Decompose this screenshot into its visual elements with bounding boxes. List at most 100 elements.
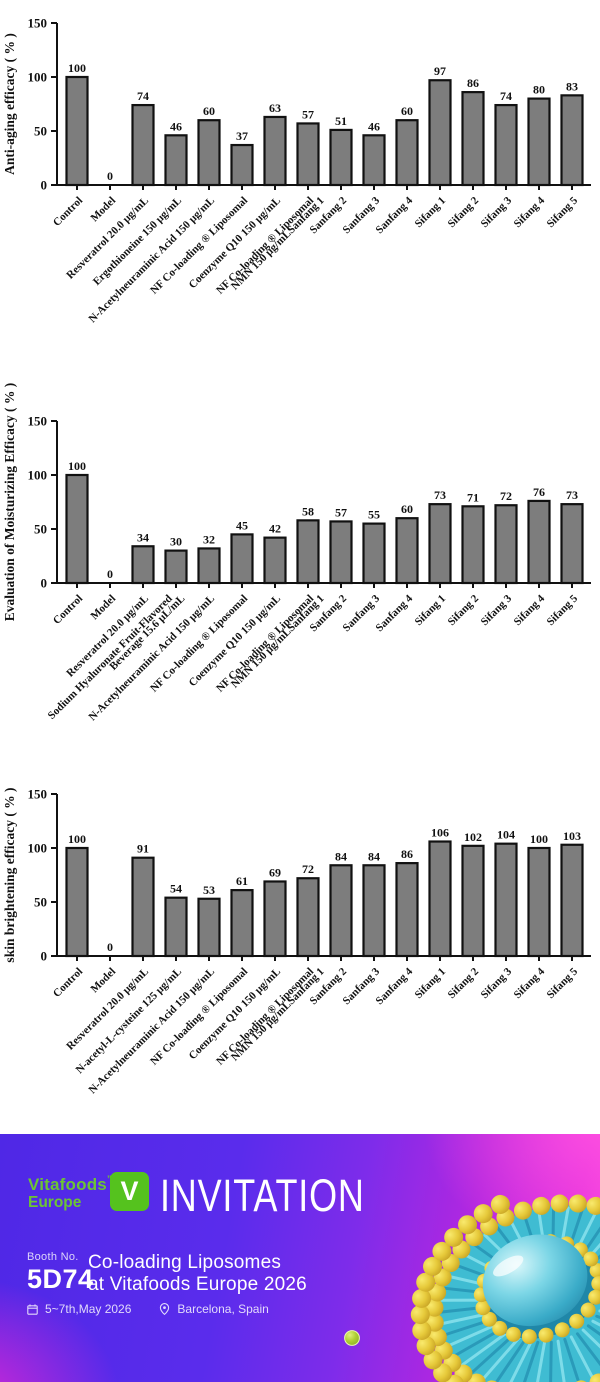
x-tick-label: Control bbox=[51, 966, 85, 1000]
bar-value-label: 37 bbox=[236, 129, 248, 143]
bar bbox=[329, 128, 353, 187]
x-tick-label: Sifang 4 bbox=[512, 965, 548, 1001]
anti-aging-efficacy-chart: 0 50 100 150 Anti-aging efficacy ( % ) 100 0 74… bbox=[2, 16, 591, 325]
bar bbox=[527, 846, 551, 958]
bar-value-label: 86 bbox=[401, 847, 413, 861]
bar-value-label: 46 bbox=[368, 119, 380, 133]
bar-value-label: 42 bbox=[269, 522, 281, 536]
bar-value-label: 0 bbox=[107, 567, 113, 581]
bar bbox=[296, 122, 320, 187]
x-tick-label: Sifang 5 bbox=[545, 194, 581, 230]
x-tick-label: Sifang 1 bbox=[413, 593, 449, 629]
bar bbox=[131, 856, 155, 958]
bar bbox=[197, 897, 221, 958]
bar-value-label: 91 bbox=[137, 842, 149, 856]
vitafoods-europe-logo: Vitafoods” Europe bbox=[28, 1174, 111, 1211]
y-tick-label: 0 bbox=[41, 576, 48, 591]
y-axis-title: Anti-aging efficacy ( % ) bbox=[2, 33, 17, 175]
bar bbox=[230, 143, 254, 187]
y-tick-label: 50 bbox=[34, 522, 47, 537]
bar bbox=[395, 119, 419, 187]
bar-value-label: 80 bbox=[533, 83, 545, 97]
y-tick-label: 0 bbox=[41, 178, 48, 193]
event-location: Barcelona, Spain bbox=[177, 1302, 269, 1316]
bar-value-label: 61 bbox=[236, 874, 248, 888]
bar bbox=[131, 103, 155, 187]
bar bbox=[461, 505, 485, 585]
bar bbox=[131, 545, 155, 585]
bar-value-label: 60 bbox=[401, 502, 413, 516]
moisturizing-efficacy-chart: 0 50 100 150 Evaluation of Moisturizing Effi… bbox=[2, 383, 591, 723]
bar bbox=[494, 103, 518, 187]
bar-value-label: 63 bbox=[269, 101, 281, 115]
bar-value-label: 100 bbox=[68, 61, 86, 75]
event-date: 5~7th,May 2026 bbox=[45, 1302, 132, 1316]
skin-brightening-efficacy-chart: 0 50 100 150 skin brightening efficacy ( % )… bbox=[2, 787, 591, 1096]
bar bbox=[296, 877, 320, 958]
x-tick-label: Model bbox=[88, 593, 118, 623]
x-tick-label: Sanfang 4 bbox=[374, 592, 416, 634]
y-tick-label: 50 bbox=[34, 895, 47, 910]
bar-value-label: 34 bbox=[137, 530, 149, 544]
bar-value-label: 84 bbox=[368, 849, 380, 863]
bar-value-label: 57 bbox=[302, 107, 314, 121]
bar-value-label: 71 bbox=[467, 490, 479, 504]
bar bbox=[494, 842, 518, 958]
x-tick-label: Sifang 3 bbox=[479, 965, 515, 1001]
bar-value-label: 60 bbox=[203, 104, 215, 118]
x-tick-label: Sifang 2 bbox=[446, 592, 482, 628]
bar bbox=[362, 522, 386, 585]
bar-value-label: 97 bbox=[434, 64, 446, 78]
bar bbox=[428, 840, 452, 958]
bar bbox=[329, 520, 353, 585]
bar bbox=[527, 499, 551, 585]
x-tick-label: Sifang 3 bbox=[479, 592, 515, 628]
calendar-icon bbox=[27, 1303, 38, 1315]
bar bbox=[263, 115, 287, 187]
bar-value-label: 69 bbox=[269, 865, 281, 879]
bar bbox=[560, 843, 584, 958]
x-tick-label: Sifang 2 bbox=[446, 965, 482, 1001]
bar-value-label: 0 bbox=[107, 940, 113, 954]
bar bbox=[164, 134, 188, 187]
bar-value-label: 103 bbox=[563, 829, 581, 843]
bar-value-label: 72 bbox=[302, 862, 314, 876]
bar bbox=[560, 94, 584, 187]
y-tick-label: 150 bbox=[28, 414, 48, 429]
x-tick-label: Control bbox=[51, 593, 85, 627]
bar-value-label: 102 bbox=[464, 830, 482, 844]
bar-value-label: 104 bbox=[497, 828, 515, 842]
y-tick-label: 100 bbox=[28, 468, 48, 483]
small-green-ball bbox=[344, 1330, 360, 1346]
bar bbox=[65, 846, 89, 958]
headline-line2: at Vitafoods Europe 2026 bbox=[88, 1274, 307, 1296]
v-logo-icon: V bbox=[110, 1172, 149, 1211]
vitafoods-invitation-banner[interactable]: Vitafoods” Europe V INVITATION Booth No.… bbox=[0, 1134, 600, 1382]
y-tick-label: 0 bbox=[41, 949, 48, 964]
bar-value-label: 100 bbox=[530, 832, 548, 846]
x-tick-label: Sifang 1 bbox=[413, 966, 449, 1002]
booth-label: Booth No. bbox=[27, 1251, 79, 1263]
bar bbox=[263, 536, 287, 585]
bar-value-label: 84 bbox=[335, 849, 347, 863]
bar-value-label: 30 bbox=[170, 535, 182, 549]
bar bbox=[362, 864, 386, 958]
bar-value-label: 76 bbox=[533, 485, 545, 499]
bar-value-label: 46 bbox=[170, 119, 182, 133]
bar-value-label: 72 bbox=[500, 489, 512, 503]
x-tick-label: Sifang 3 bbox=[479, 194, 515, 230]
bar-value-label: 100 bbox=[68, 459, 86, 473]
bar-value-label: 86 bbox=[467, 76, 479, 90]
bar bbox=[329, 864, 353, 958]
bar bbox=[461, 844, 485, 958]
logo-leaf-mark: ” bbox=[106, 1174, 111, 1184]
y-axis-title: skin brightening efficacy ( % ) bbox=[2, 787, 17, 962]
y-tick-label: 50 bbox=[34, 124, 47, 139]
bar bbox=[362, 134, 386, 187]
bar-value-label: 106 bbox=[431, 826, 449, 840]
bar bbox=[263, 880, 287, 958]
bar-value-label: 100 bbox=[68, 832, 86, 846]
liposome-3d-illustration bbox=[410, 1194, 600, 1382]
x-tick-label: Model bbox=[88, 195, 118, 225]
bar-value-label: 60 bbox=[401, 104, 413, 118]
